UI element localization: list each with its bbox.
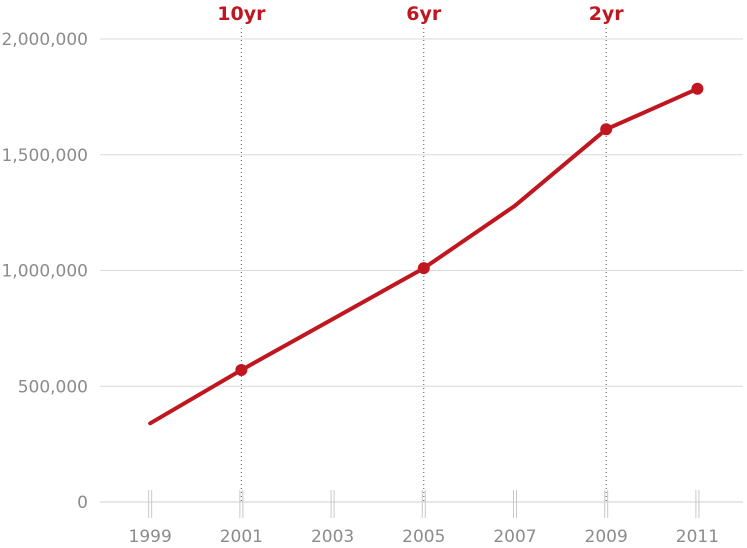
x-tick-label: 2001 xyxy=(220,527,263,547)
grid-lines xyxy=(100,38,743,387)
x-tick-label: 2005 xyxy=(402,527,445,547)
reference-lines: 10yr 6yr 2yr xyxy=(217,3,624,502)
y-axis-tick-labels: 0 500,000 1,000,000 1,500,000 2,000,000 xyxy=(1,30,88,513)
reference-line-label: 6yr xyxy=(406,3,442,25)
y-tick-label: 500,000 xyxy=(18,377,88,397)
x-tick-label: 1999 xyxy=(129,527,172,547)
y-tick-label: 0 xyxy=(77,493,88,513)
x-tick-label: 2007 xyxy=(493,527,536,547)
data-point xyxy=(235,364,248,377)
data-point xyxy=(691,82,704,95)
y-tick-label: 1,000,000 xyxy=(1,262,88,282)
x-axis: 1999 2001 2003 2005 2007 2009 2011 xyxy=(100,490,743,547)
data-point xyxy=(417,262,430,275)
y-tick-label: 2,000,000 xyxy=(1,30,88,50)
x-tick-label: 2009 xyxy=(585,527,628,547)
y-tick-label: 1,500,000 xyxy=(1,146,88,166)
reference-line-label: 10yr xyxy=(217,3,266,25)
reference-line-label: 2yr xyxy=(589,3,625,25)
x-tick-label: 2011 xyxy=(676,527,719,547)
data-point xyxy=(600,123,613,136)
x-tick-label: 2003 xyxy=(311,527,354,547)
data-series xyxy=(148,82,704,426)
